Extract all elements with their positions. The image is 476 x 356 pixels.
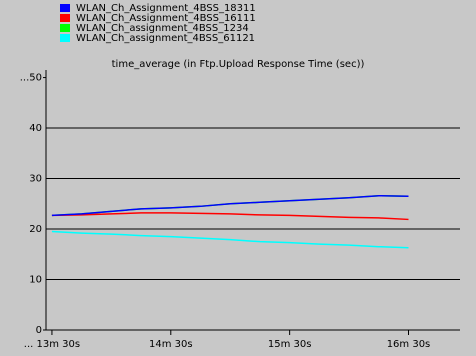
legend-label: WLAN_Ch_Assignment_4BSS_18311: [76, 3, 256, 14]
y-tick-label: 20: [29, 224, 42, 235]
series-line: [51, 212, 409, 221]
x-tick-label: 14m 30s: [149, 339, 193, 350]
x-tick-label: ... 13m 30s: [24, 339, 80, 350]
legend-swatch: [60, 14, 70, 22]
series-line: [51, 230, 409, 249]
y-tick-label: ...50: [20, 73, 42, 84]
legend-label: WLAN_Ch_Assignment_4BSS_16111: [76, 13, 256, 24]
legend-label: WLAN_Ch_assignment_4BSS_1234: [76, 23, 249, 34]
x-tick-label: 15m 30s: [268, 339, 312, 350]
y-tick-label: 30: [29, 174, 42, 185]
series-line: [51, 194, 409, 217]
y-tick-label: 10: [29, 275, 42, 286]
legend-label: WLAN_Ch_assignment_4BSS_61121: [76, 33, 255, 44]
legend-swatch: [60, 4, 70, 12]
y-tick-label: 40: [29, 123, 42, 134]
chart-title: time_average (in Ftp.Upload Response Tim…: [112, 59, 365, 70]
legend-swatch: [60, 34, 70, 42]
legend-swatch: [60, 24, 70, 32]
x-tick-label: 16m 30s: [387, 339, 431, 350]
y-tick-label: 0: [36, 325, 42, 336]
